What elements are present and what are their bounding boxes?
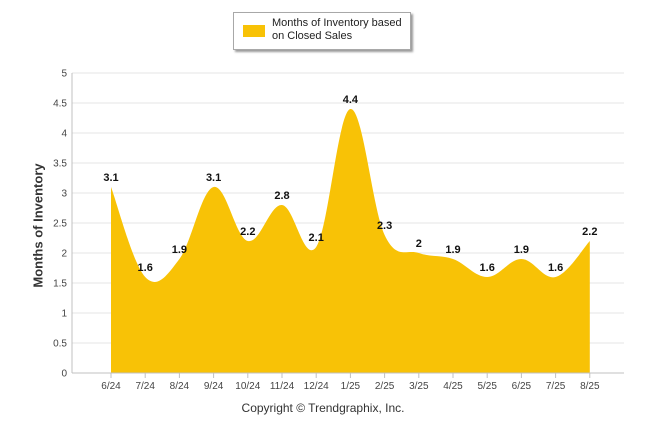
data-label: 4.4 [343,94,359,106]
data-label: 1.6 [138,262,153,274]
x-tick-label: 5/25 [477,381,497,392]
data-label: 2.3 [377,220,392,232]
data-label: 3.1 [206,172,221,184]
y-tick-label: 2.5 [53,219,67,230]
y-tick-label: 0.5 [53,339,67,350]
y-tick-label: 1 [61,309,67,320]
x-tick-label: 6/24 [101,381,121,392]
copyright-text: Copyright © Trendgraphix, Inc. [241,401,405,415]
data-label: 1.9 [445,244,460,256]
data-label: 2 [416,238,422,250]
y-tick-label: 2 [61,249,67,260]
x-tick-label: 10/24 [235,381,260,392]
x-tick-label: 9/24 [204,381,224,392]
data-label: 3.1 [103,172,118,184]
data-label: 1.6 [480,262,495,274]
data-label: 1.9 [514,244,529,256]
x-tick-label: 2/25 [375,381,395,392]
x-tick-label: 7/24 [135,381,155,392]
y-tick-label: 0 [61,369,67,380]
x-tick-label: 4/25 [443,381,463,392]
y-tick-label: 3 [61,189,67,200]
data-label: 2.8 [274,190,289,202]
area-series [111,108,590,373]
x-tick-label: 8/25 [580,381,600,392]
legend-label: Months of Inventory based on Closed Sale… [272,17,402,42]
x-tick-label: 12/24 [304,381,329,392]
y-tick-label: 1.5 [53,279,67,290]
y-tick-label: 4.5 [53,99,67,110]
legend-swatch [243,25,265,37]
data-label: 1.6 [548,262,563,274]
data-label: 2.2 [582,226,597,238]
x-tick-label: 1/25 [341,381,361,392]
y-axis-title: Months of Inventory [30,163,46,288]
chart-legend: Months of Inventory based on Closed Sale… [233,12,411,50]
y-tick-label: 4 [61,129,67,140]
y-tick-label: 5 [61,69,67,80]
y-tick-label: 3.5 [53,159,67,170]
data-label: 2.1 [309,232,324,244]
x-tick-label: 8/24 [170,381,190,392]
x-tick-label: 6/25 [512,381,532,392]
x-tick-label: 7/25 [546,381,566,392]
data-label: 2.2 [240,226,255,238]
x-tick-label: 3/25 [409,381,429,392]
x-tick-label: 11/24 [270,381,295,392]
data-label: 1.9 [172,244,187,256]
